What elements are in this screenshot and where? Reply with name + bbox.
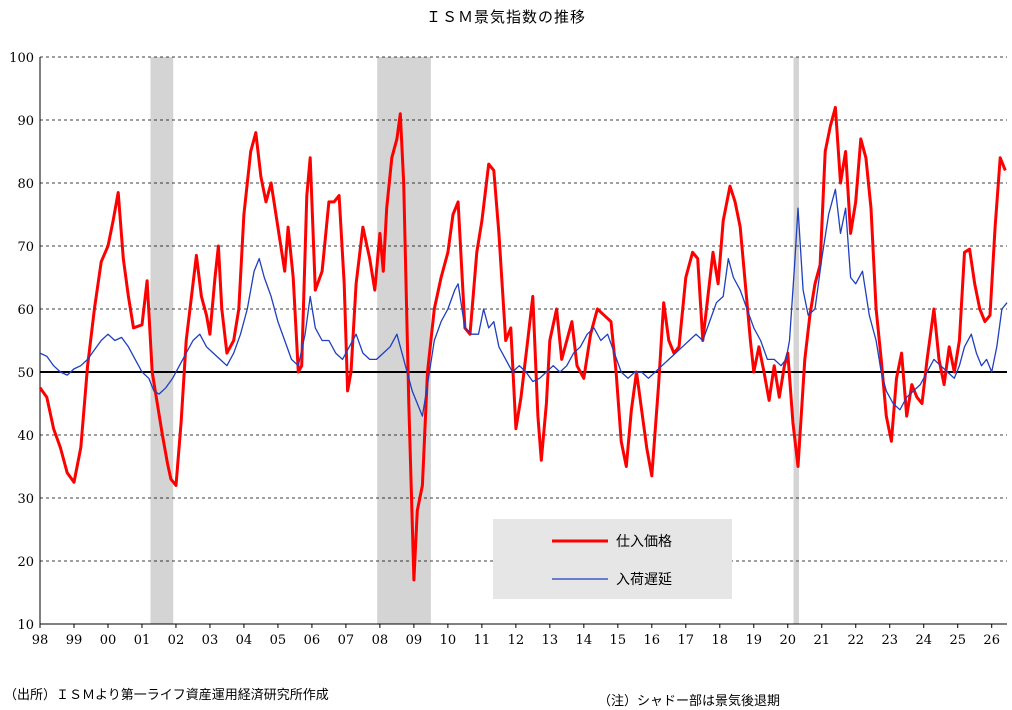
recession-band	[150, 57, 174, 624]
x-tick-label: 22	[847, 633, 864, 648]
x-tick-label: 20	[779, 633, 796, 648]
x-tick-label: 14	[576, 633, 593, 648]
y-tick-label: 100	[9, 51, 34, 66]
x-tick-label: 04	[236, 633, 253, 648]
recession-band	[377, 57, 431, 624]
y-tick-label: 50	[17, 366, 34, 381]
y-tick-label: 10	[17, 618, 34, 633]
x-tick-label: 05	[270, 633, 287, 648]
y-tick-label: 80	[17, 177, 34, 192]
y-tick-label: 40	[17, 429, 34, 444]
x-tick-label: 99	[66, 633, 83, 648]
gridlines	[40, 56, 1007, 562]
y-tick-label: 30	[17, 492, 34, 507]
x-tick-label: 17	[678, 633, 695, 648]
chart-title: ＩＳＭ景気指数の推移	[425, 8, 586, 26]
x-tick-label: 13	[542, 633, 559, 648]
x-tick-label: 25	[949, 633, 966, 648]
source-note: （出所）ＩＳＭより第一ライフ資産運用経済研究所作成	[4, 688, 329, 703]
series-line-1	[38, 105, 1007, 582]
x-tick-label: 00	[100, 633, 117, 648]
x-tick-label: 08	[372, 633, 389, 648]
series-lines	[38, 105, 1008, 582]
x-tick-label: 24	[915, 633, 932, 648]
y-tick-label: 20	[17, 555, 34, 570]
axes: 10 20 30 40 50 60 70 80 90 100 98 99 00 01 02 03 04 05 06 0…	[9, 51, 1007, 648]
series-line-2	[39, 188, 1008, 417]
x-tick-label: 21	[813, 633, 830, 648]
x-tick-label: 16	[644, 633, 661, 648]
x-tick-label: 03	[202, 633, 219, 648]
shading-note: （注）シャドー部は景気後退期	[598, 694, 781, 709]
recession-shading-layer	[150, 57, 799, 624]
x-tick-label: 98	[32, 633, 49, 648]
x-tick-label: 12	[508, 633, 525, 648]
y-tick-label: 90	[17, 114, 34, 129]
x-tick-label: 06	[304, 633, 321, 648]
recession-band	[793, 57, 799, 624]
x-tick-label: 10	[440, 633, 457, 648]
legend-box	[493, 519, 732, 599]
y-tick-label: 70	[17, 240, 34, 255]
x-tick-label: 01	[134, 633, 151, 648]
legend-label-2: 入荷遅延	[616, 572, 672, 588]
x-tick-label: 02	[168, 633, 185, 648]
x-tick-label: 11	[474, 633, 491, 648]
x-tick-label: 19	[746, 633, 763, 648]
legend-label-1: 仕入価格	[616, 534, 672, 550]
y-tick-label: 60	[17, 303, 34, 318]
x-tick-label: 15	[610, 633, 627, 648]
x-tick-label: 07	[338, 633, 355, 648]
x-tick-label: 09	[406, 633, 423, 648]
x-tick-label: 26	[983, 633, 1000, 648]
x-tick-label: 18	[712, 633, 729, 648]
x-tick-label: 23	[881, 633, 898, 648]
